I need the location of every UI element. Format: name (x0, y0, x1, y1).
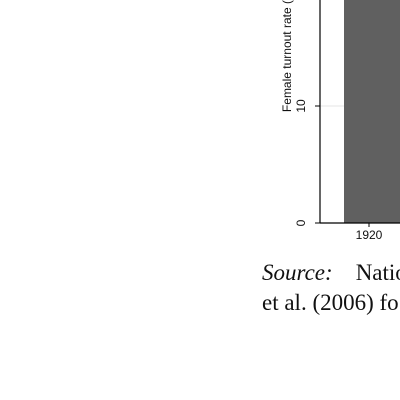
source-note: Source: Natio et al. (2006) fo (262, 258, 400, 318)
x-tick-label-1920: 1920 (356, 228, 383, 242)
source-text-1: Natio (355, 260, 400, 285)
y-axis-ticks: 0 10 (294, 99, 320, 226)
bar-1920 (344, 0, 400, 223)
y-axis-label: Female turnout rate ( (280, 0, 294, 112)
source-label: Source: (262, 260, 333, 285)
source-note-line-2: et al. (2006) fo (262, 290, 399, 315)
y-tick-label-0: 0 (294, 219, 308, 226)
x-axis-ticks: 1920 (356, 223, 383, 242)
source-note-line-1: Source: Natio (262, 258, 400, 288)
y-tick-label-10: 10 (294, 99, 308, 113)
